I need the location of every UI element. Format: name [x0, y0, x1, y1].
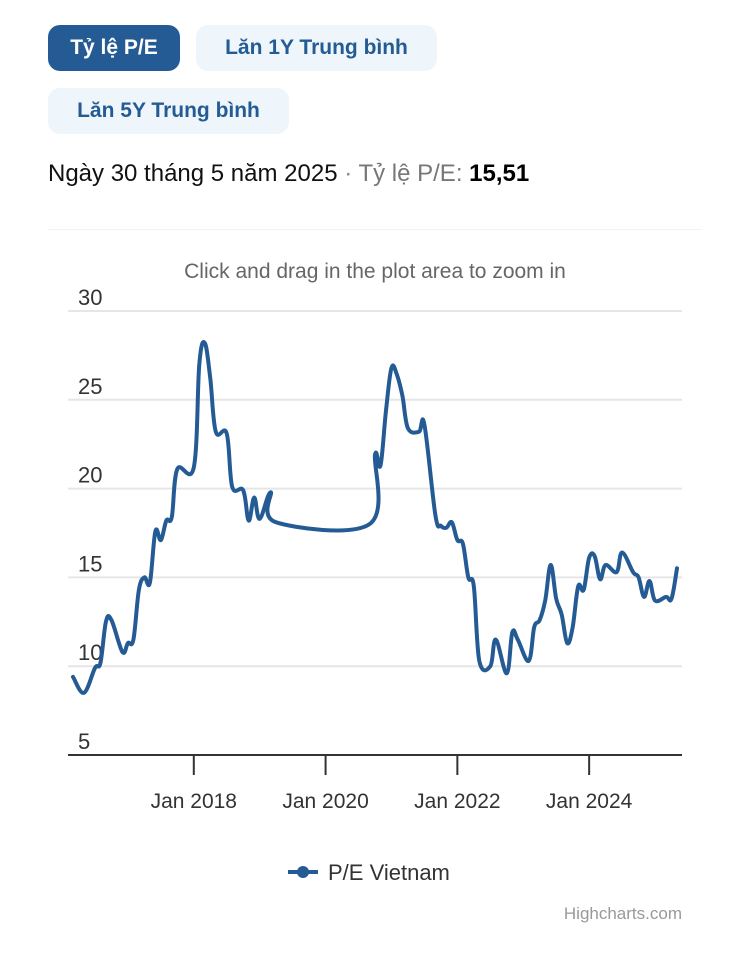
x-tick-label: Jan 2024 [546, 790, 633, 813]
y-tick-label: 10 [78, 640, 102, 665]
y-tick-label: 25 [78, 374, 102, 399]
divider [48, 229, 702, 230]
y-gridlines [68, 310, 682, 668]
x-tick-label: Jan 2018 [151, 790, 237, 813]
series-group [71, 340, 679, 695]
current-value-info: Ngày 30 tháng 5 năm 2025 · Tỷ lệ P/E: 15… [48, 160, 529, 188]
tab-rolling-5y-average[interactable]: Lăn 5Y Trung bình [48, 88, 289, 134]
x-tick-label: Jan 2020 [282, 790, 368, 813]
legend[interactable]: P/E Vietnam [288, 860, 450, 885]
y-tick-label: 5 [78, 729, 90, 754]
legend-item-pe-vietnam[interactable]: P/E Vietnam [328, 860, 450, 885]
tab-rolling-1y-average[interactable]: Lăn 1Y Trung bình [196, 25, 437, 71]
info-date: Ngày 30 tháng 5 năm 2025 [48, 160, 338, 187]
y-axis-labels: 5 10 15 20 25 30 [78, 285, 102, 754]
x-tick-label: Jan 2022 [414, 790, 500, 813]
tab-pe-ratio[interactable]: Tỷ lệ P/E [48, 25, 180, 71]
y-tick-label: 20 [78, 463, 102, 488]
info-label: Tỷ lệ P/E: [358, 160, 463, 187]
pe-chart[interactable]: Click and drag in the plot area to zoom … [0, 240, 750, 900]
y-tick-label: 30 [78, 285, 102, 310]
info-separator: · [344, 160, 353, 187]
info-value: 15,51 [469, 160, 530, 187]
legend-marker-icon [297, 866, 309, 878]
x-axis: Jan 2018 Jan 2020 Jan 2022 Jan 2024 [68, 754, 682, 813]
chart-subtitle: Click and drag in the plot area to zoom … [184, 260, 566, 283]
y-tick-label: 15 [78, 551, 102, 576]
highcharts-credit[interactable]: Highcharts.com [563, 904, 682, 923]
series-line-pe-vietnam [71, 340, 679, 695]
